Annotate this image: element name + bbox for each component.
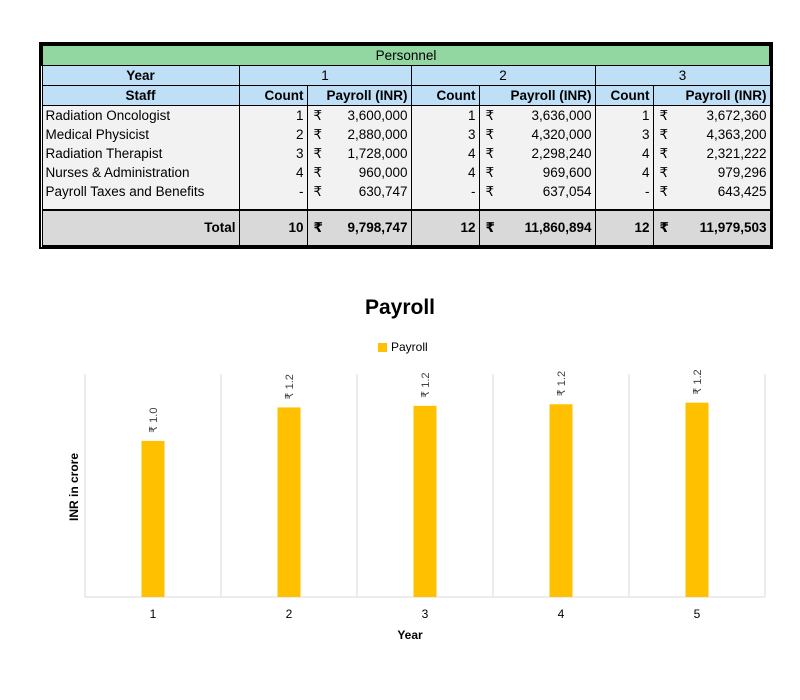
count-header: Count <box>238 85 308 106</box>
chart-x-ticks: 1 2 3 4 5 <box>150 607 701 621</box>
currency-symbol: ₹ <box>652 144 675 163</box>
staff-count: 4 <box>594 144 654 163</box>
currency-symbol: ₹ <box>652 163 675 182</box>
staff-payroll: 969,600 <box>501 163 596 182</box>
currency-symbol: ₹ <box>306 163 329 182</box>
table-row: Payroll Taxes and Benefits - ₹630,747- ₹637… <box>41 182 771 201</box>
staff-payroll: 637,054 <box>501 182 596 201</box>
bar <box>413 405 437 597</box>
data-label: ₹ 1.2 <box>284 374 296 399</box>
payroll-header: Payroll (INR) <box>652 85 771 106</box>
data-label: ₹ 1.2 <box>420 372 432 397</box>
bar <box>141 440 165 597</box>
y-axis-label: INR in crore <box>67 453 81 521</box>
count-header: Count <box>410 85 480 106</box>
table-title: Personnel <box>41 44 771 66</box>
chart-legend: Payroll <box>378 340 428 354</box>
data-label: ₹ 1.2 <box>692 369 704 394</box>
staff-payroll: 2,321,222 <box>675 144 771 163</box>
staff-payroll: 4,320,000 <box>501 125 596 144</box>
currency-symbol: ₹ <box>306 182 329 201</box>
staff-payroll: 2,880,000 <box>329 125 412 144</box>
bar <box>277 407 301 597</box>
chart-data-labels: ₹ 1.0 ₹ 1.2 ₹ 1.2 ₹ 1.2 ₹ 1.2 <box>148 369 704 433</box>
staff-count: 4 <box>238 163 308 182</box>
currency-symbol: ₹ <box>478 182 501 201</box>
staff-count: 1 <box>594 105 654 125</box>
staff-header: Staff <box>41 85 240 106</box>
table-row: Radiation Therapist 3 ₹1,728,000 4 ₹2,298,24… <box>41 144 771 163</box>
staff-name: Medical Physicist <box>41 125 240 144</box>
currency-symbol: ₹ <box>652 105 675 125</box>
staff-count: 2 <box>238 125 308 144</box>
currency-symbol: ₹ <box>478 105 501 125</box>
total-label: Total <box>41 209 240 247</box>
x-tick-label: 5 <box>694 607 701 621</box>
staff-count: 3 <box>410 125 480 144</box>
payroll-header: Payroll (INR) <box>478 85 596 106</box>
currency-symbol: ₹ <box>478 125 501 144</box>
staff-count: 1 <box>410 105 480 125</box>
chart-bars <box>141 402 709 597</box>
payroll-header: Payroll (INR) <box>306 85 412 106</box>
x-tick-label: 4 <box>558 607 565 621</box>
staff-count: 1 <box>238 105 308 125</box>
total-payroll-y2: 11,860,894 <box>501 209 596 247</box>
total-payroll-y3: 11,979,503 <box>675 209 771 247</box>
count-header: Count <box>594 85 654 106</box>
staff-payroll: 2,298,240 <box>501 144 596 163</box>
bar <box>685 402 709 597</box>
currency-symbol: ₹ <box>652 182 675 201</box>
legend-label: Payroll <box>391 340 428 354</box>
x-axis-label: Year <box>397 628 423 642</box>
year-label: Year <box>41 65 240 86</box>
data-label: ₹ 1.0 <box>148 408 160 433</box>
staff-payroll: 643,425 <box>675 182 771 201</box>
staff-payroll: 979,296 <box>675 163 771 182</box>
staff-name: Payroll Taxes and Benefits <box>41 182 240 201</box>
staff-payroll: 3,600,000 <box>329 105 412 125</box>
total-count-y3: 12 <box>594 209 654 247</box>
currency-symbol: ₹ <box>478 209 501 247</box>
year-header-1: 1 <box>238 65 412 86</box>
staff-payroll: 4,363,200 <box>675 125 771 144</box>
staff-count: 3 <box>238 144 308 163</box>
staff-payroll: 960,000 <box>329 163 412 182</box>
staff-count: - <box>594 182 654 201</box>
currency-symbol: ₹ <box>306 209 329 247</box>
year-header-3: 3 <box>594 65 771 86</box>
staff-payroll: 630,747 <box>329 182 412 201</box>
staff-count: 4 <box>410 163 480 182</box>
x-tick-label: 2 <box>286 607 293 621</box>
currency-symbol: ₹ <box>652 125 675 144</box>
currency-symbol: ₹ <box>306 144 329 163</box>
table-row: Radiation Oncologist 1 ₹3,600,000 1 ₹3,636,0… <box>41 105 771 125</box>
total-count-y2: 12 <box>410 209 480 247</box>
currency-symbol: ₹ <box>478 144 501 163</box>
staff-name: Nurses & Administration <box>41 163 240 182</box>
personnel-table: Personnel Year 1 2 3 Staff Count Payroll… <box>39 42 773 249</box>
staff-payroll: 1,728,000 <box>329 144 412 163</box>
total-count-y1: 10 <box>238 209 308 247</box>
chart-title: Payroll <box>364 296 436 319</box>
table-row: Medical Physicist 2 ₹2,880,000 3 ₹4,320,000 3… <box>41 125 771 144</box>
data-label: ₹ 1.2 <box>556 371 568 396</box>
currency-symbol: ₹ <box>652 209 675 247</box>
table-row: Nurses & Administration 4 ₹960,000 4 ₹969,60… <box>41 163 771 182</box>
bar <box>549 404 573 597</box>
currency-symbol: ₹ <box>478 163 501 182</box>
currency-symbol: ₹ <box>306 125 329 144</box>
staff-name: Radiation Therapist <box>41 144 240 163</box>
x-tick-label: 1 <box>150 607 157 621</box>
staff-name: Radiation Oncologist <box>41 105 240 125</box>
staff-count: - <box>238 182 308 201</box>
currency-symbol: ₹ <box>306 105 329 125</box>
x-tick-label: 3 <box>422 607 429 621</box>
legend-swatch <box>378 342 387 352</box>
total-row: Total 10 ₹ 9,798,747 12 ₹ 11,860,894 12 … <box>41 209 771 247</box>
staff-count: 3 <box>594 125 654 144</box>
staff-payroll: 3,672,360 <box>675 105 771 125</box>
staff-payroll: 3,636,000 <box>501 105 596 125</box>
